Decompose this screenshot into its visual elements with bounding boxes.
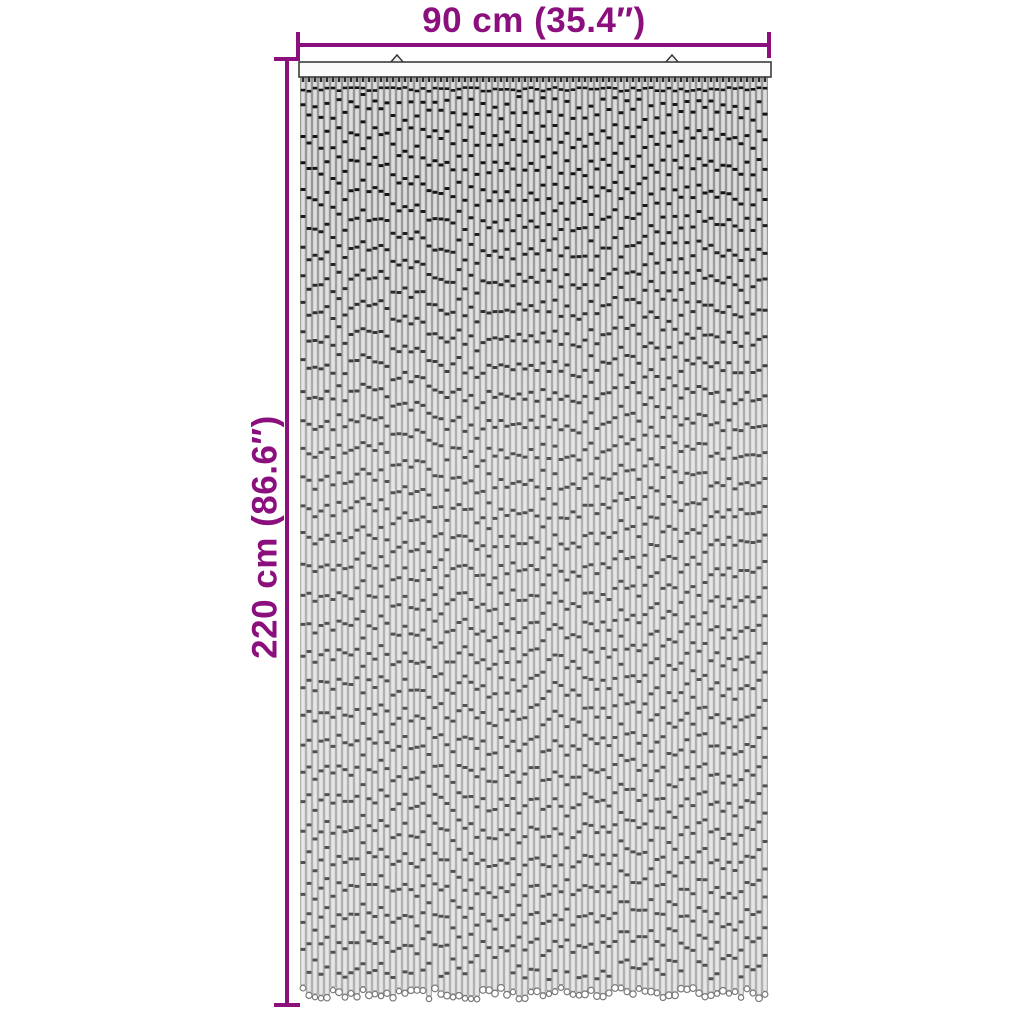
curtain-rail: [298, 53, 772, 78]
height-dimension-line: [274, 57, 300, 1007]
width-dimension-label: 90 cm (35.4″): [422, 1, 646, 40]
width-dimension-line: [296, 32, 771, 58]
